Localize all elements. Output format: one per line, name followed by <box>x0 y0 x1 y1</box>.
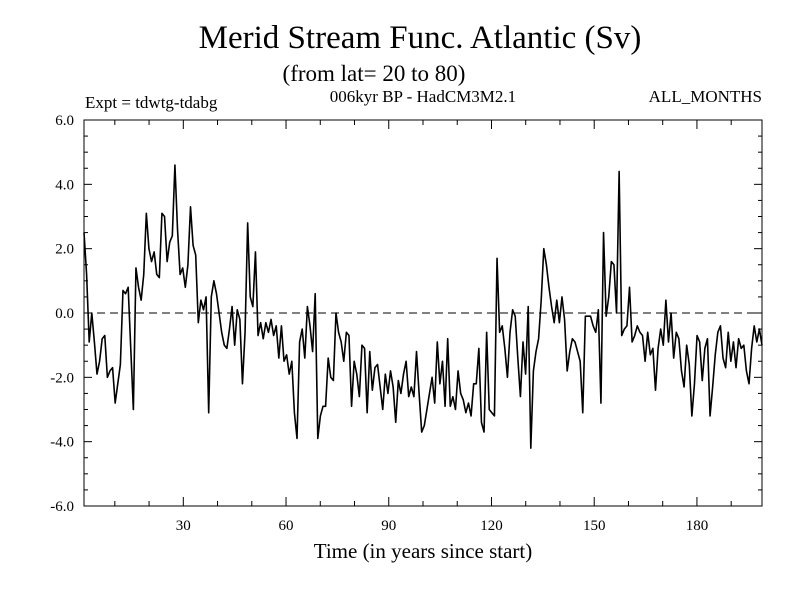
x-axis-title: Time (in years since start) <box>314 539 533 563</box>
x-tick-label: 150 <box>583 518 606 534</box>
y-tick-label: 2.0 <box>55 242 74 258</box>
y-tick-label: -2.0 <box>50 370 74 386</box>
x-tick-label: 120 <box>480 518 503 534</box>
chart-title: Merid Stream Func. Atlantic (Sv) <box>199 20 642 56</box>
x-axis-labels: 30 60 90 120 150 180 <box>176 518 708 534</box>
x-tick-label: 60 <box>279 518 294 534</box>
months-label: ALL_MONTHS <box>649 87 762 106</box>
y-axis-ticks <box>84 119 762 507</box>
experiment-label: Expt = tdwtg-tdabg <box>85 93 218 112</box>
model-label: 006kyr BP - HadCM3M2.1 <box>330 87 516 106</box>
y-tick-label: 4.0 <box>55 177 74 193</box>
y-axis-labels: -6.0 -4.0 -2.0 0.0 2.0 4.0 6.0 <box>50 113 74 515</box>
series-line <box>83 164 763 449</box>
chart-subtitle: (from lat= 20 to 80) <box>283 61 466 86</box>
y-tick-label: -6.0 <box>50 499 74 515</box>
x-tick-label: 90 <box>381 518 396 534</box>
y-tick-label: 0.0 <box>55 306 74 322</box>
x-axis-ticks <box>114 120 732 506</box>
x-tick-label: 180 <box>686 518 709 534</box>
y-tick-label: -4.0 <box>50 435 74 451</box>
y-tick-label: 6.0 <box>55 113 74 129</box>
x-tick-label: 30 <box>176 518 191 534</box>
